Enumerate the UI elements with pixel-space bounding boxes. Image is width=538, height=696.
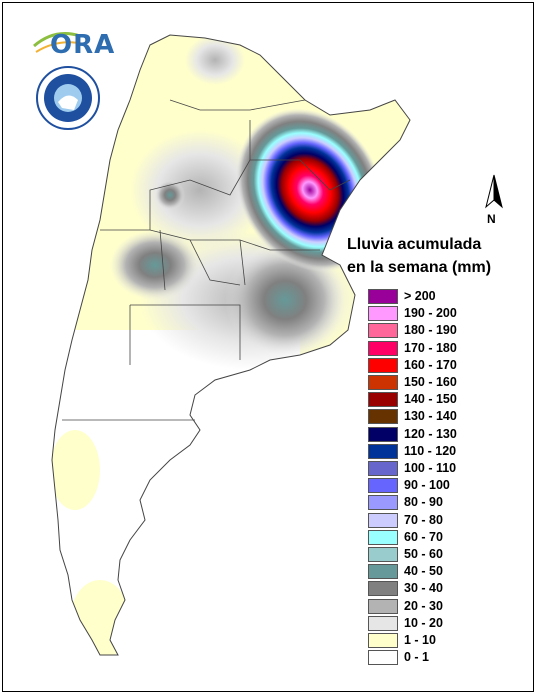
legend-label: 170 - 180 [404, 340, 457, 355]
legend-item: 100 - 110 [368, 461, 528, 478]
legend-swatch [368, 340, 398, 356]
legend-label: 80 - 90 [404, 495, 443, 510]
legend-swatch [368, 633, 398, 648]
smn-seal-logo [36, 66, 100, 130]
legend-item: 140 - 150 [368, 392, 528, 409]
legend-swatch [368, 357, 398, 373]
legend-swatch [368, 598, 398, 614]
legend-title-line1: Lluvia acumulada [347, 236, 482, 253]
legend-label: 0 - 1 [404, 650, 430, 665]
legend-label: 50 - 60 [404, 547, 443, 561]
north-label: N [487, 212, 496, 226]
legend-item: 70 - 80 [368, 512, 528, 530]
legend-item: 80 - 90 [368, 495, 528, 512]
legend-item: 170 - 180 [368, 340, 528, 358]
legend-item: 30 - 40 [368, 581, 528, 598]
legend-item: 40 - 50 [368, 564, 528, 581]
ora-logo-text: ORA [50, 30, 116, 60]
north-arrow-icon [485, 174, 503, 209]
legend-item: 60 - 70 [368, 529, 528, 547]
legend-label: 150 - 160 [404, 375, 457, 389]
legend-label: 160 - 170 [404, 357, 457, 372]
legend-swatch [368, 581, 398, 597]
legend-item: 130 - 140 [368, 409, 528, 426]
legend-swatch [368, 650, 398, 666]
legend-item: 160 - 170 [368, 357, 528, 375]
legend-label: 60 - 70 [404, 529, 443, 544]
legend-swatch [368, 409, 398, 425]
legend-label: 20 - 30 [404, 598, 443, 613]
legend-item: 20 - 30 [368, 598, 528, 616]
legend-label: 70 - 80 [404, 512, 443, 527]
legend-item: 190 - 200 [368, 306, 528, 323]
legend-swatch [368, 512, 398, 528]
ora-logo-icon [33, 32, 85, 53]
legend-item: 90 - 100 [368, 478, 528, 495]
legend-item: 50 - 60 [368, 547, 528, 564]
legend-label: 10 - 20 [404, 615, 443, 630]
legend-title-line2: en la semana (mm) [347, 259, 492, 276]
legend-item: > 200 [368, 289, 528, 306]
legend-swatch [368, 478, 398, 494]
legend-swatch [368, 426, 398, 442]
legend-label: 110 - 120 [404, 443, 457, 458]
legend-swatch [368, 306, 398, 322]
legend-swatch [368, 375, 398, 390]
legend-item: 180 - 190 [368, 323, 528, 340]
legend-item: 150 - 160 [368, 375, 528, 392]
legend-swatch [368, 615, 398, 631]
legend-item: 10 - 20 [368, 615, 528, 633]
country-outline [51, 34, 411, 656]
legend-label: 30 - 40 [404, 581, 443, 596]
legend-swatch [368, 392, 398, 408]
legend-label: 120 - 130 [404, 426, 457, 441]
legend-label: 90 - 100 [404, 478, 450, 493]
legend-swatch [368, 529, 398, 545]
legend-swatch [368, 289, 398, 304]
legend-swatch [368, 461, 398, 476]
legend-label: 180 - 190 [404, 323, 457, 338]
legend-label: 140 - 150 [404, 392, 457, 407]
legend-label: 1 - 10 [404, 633, 436, 647]
legend-item: 1 - 10 [368, 633, 528, 650]
legend-swatch [368, 547, 398, 562]
legend-swatch [368, 443, 398, 459]
province-borders [62, 99, 351, 421]
legend-label: 130 - 140 [404, 409, 457, 424]
legend-label: 40 - 50 [404, 564, 443, 579]
legend-swatch [368, 564, 398, 580]
legend-item: 120 - 130 [368, 426, 528, 444]
legend-item: 0 - 1 [368, 650, 528, 667]
legend-item: 110 - 120 [368, 443, 528, 461]
legend-swatch [368, 495, 398, 511]
legend-label: > 200 [404, 289, 436, 303]
legend-swatch [368, 323, 398, 339]
legend-label: 100 - 110 [404, 461, 457, 475]
legend-label: 190 - 200 [404, 306, 457, 321]
